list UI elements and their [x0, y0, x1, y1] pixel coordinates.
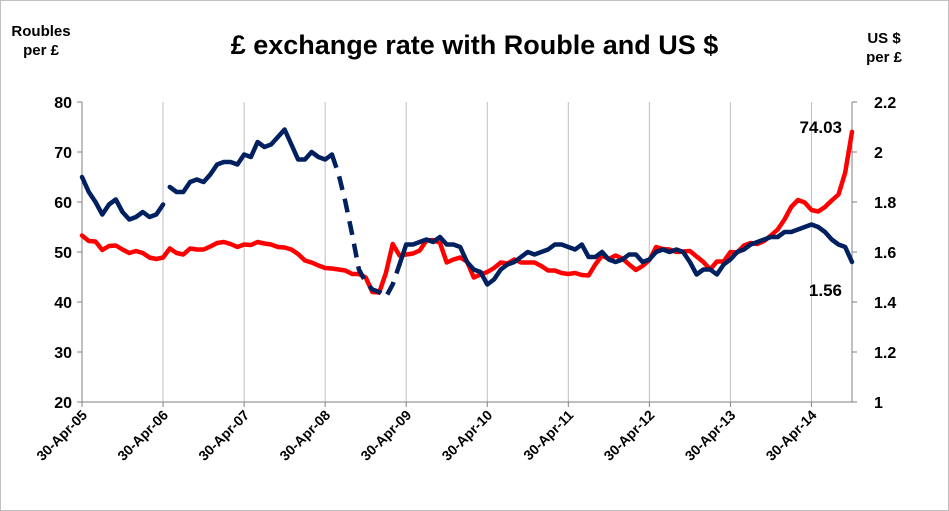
right-tick-label: 1.8	[874, 195, 896, 212]
left-tick-label: 70	[54, 145, 72, 162]
x-tick-label: 30-Apr-08	[276, 407, 333, 464]
left-tick-label: 80	[54, 95, 72, 112]
usd-series-dashed-segment	[329, 153, 402, 301]
x-tick-label: 30-Apr-06	[114, 407, 171, 464]
x-tick-label: 30-Apr-13	[682, 407, 739, 464]
left-axis-title: Roubles per £	[6, 22, 76, 60]
right-tick-label: 1.2	[874, 345, 896, 362]
usd-last-value-label: 1.56	[809, 281, 842, 300]
x-tick-label: 30-Apr-05	[33, 407, 90, 464]
right-tick-label: 2.2	[874, 95, 896, 112]
chart-title: £ exchange rate with Rouble and US $	[230, 30, 719, 60]
x-tick-label: 30-Apr-07	[195, 407, 252, 464]
x-tick-label: 30-Apr-10	[438, 407, 495, 464]
right-tick-label: 1	[874, 395, 883, 412]
right-axis-title-line-2: per £	[866, 49, 902, 66]
right-axis-title-line-1: US $	[867, 30, 901, 47]
left-tick-label: 40	[54, 295, 72, 312]
left-tick-label: 60	[54, 195, 72, 212]
right-tick-label: 1.6	[874, 245, 896, 262]
rouble-last-value-label: 74.03	[799, 118, 842, 137]
rouble-series-line	[79, 129, 855, 295]
x-tick-label: 30-Apr-12	[601, 407, 658, 464]
right-tick-label: 1.4	[874, 295, 896, 312]
left-tick-label: 30	[54, 345, 72, 362]
right-tick-label: 2	[874, 145, 883, 162]
left-axis-title-line-2: per £	[23, 42, 59, 59]
x-tick-label: 30-Apr-09	[357, 407, 414, 464]
left-tick-label: 50	[54, 245, 72, 262]
x-tick-label: 30-Apr-14	[763, 407, 820, 464]
right-axis-title: US $ per £	[862, 29, 906, 67]
usd-series-line	[79, 127, 335, 222]
left-axis-title-line-1: Roubles	[11, 23, 71, 40]
usd-series-line-continued	[397, 222, 855, 287]
left-tick-label: 20	[54, 395, 72, 412]
x-tick-label: 30-Apr-11	[520, 407, 577, 464]
